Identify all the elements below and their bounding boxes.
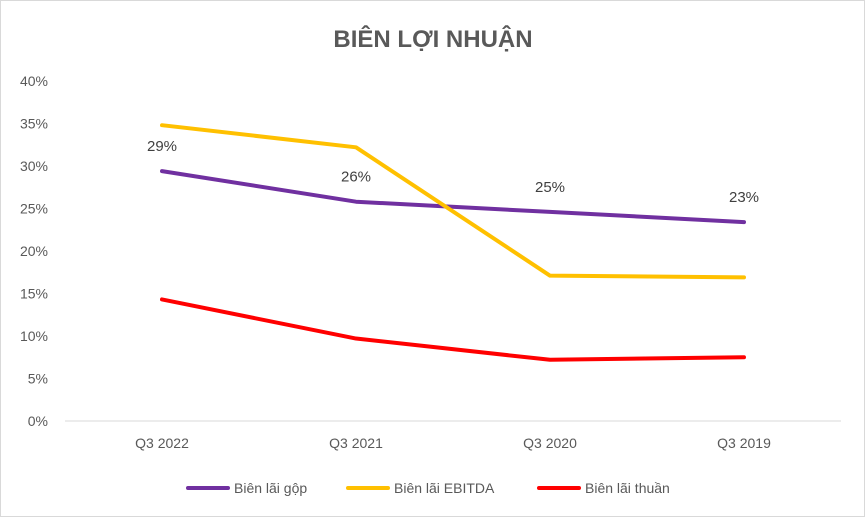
- legend-label: Biên lãi EBITDA: [394, 480, 495, 496]
- y-tick-label: 25%: [20, 201, 48, 217]
- y-tick-label: 5%: [28, 371, 48, 387]
- y-tick-label: 0%: [28, 413, 48, 429]
- x-tick-label: Q3 2019: [717, 435, 771, 451]
- data-labels: 29% 26% 25% 23%: [147, 138, 759, 206]
- legend-label: Biên lãi thuần: [585, 480, 670, 496]
- x-tick-label: Q3 2020: [523, 435, 577, 451]
- data-label: 25%: [535, 179, 565, 196]
- x-axis-ticks: Q3 2022 Q3 2021 Q3 2020 Q3 2019: [135, 435, 771, 451]
- y-tick-label: 40%: [20, 73, 48, 89]
- series-line: [160, 123, 746, 280]
- legend-label: Biên lãi gộp: [234, 480, 307, 496]
- legend: Biên lãi gộp Biên lãi EBITDA Biên lãi thuầ…: [186, 480, 670, 496]
- y-tick-label: 10%: [20, 328, 48, 344]
- chart-title: BIÊN LỢI NHUẬN: [333, 25, 532, 53]
- series-line: [160, 297, 746, 362]
- data-label: 23%: [729, 189, 759, 206]
- y-tick-label: 30%: [20, 158, 48, 174]
- y-axis-ticks: 0% 5% 10% 15% 20% 25% 30% 35% 40%: [20, 73, 48, 429]
- data-label: 26%: [341, 169, 371, 186]
- series-line: [160, 169, 746, 225]
- x-tick-label: Q3 2021: [329, 435, 383, 451]
- y-tick-label: 20%: [20, 243, 48, 259]
- series-lines: [160, 123, 746, 362]
- data-label: 29%: [147, 138, 177, 155]
- y-tick-label: 15%: [20, 286, 48, 302]
- y-tick-label: 35%: [20, 116, 48, 132]
- x-tick-label: Q3 2022: [135, 435, 189, 451]
